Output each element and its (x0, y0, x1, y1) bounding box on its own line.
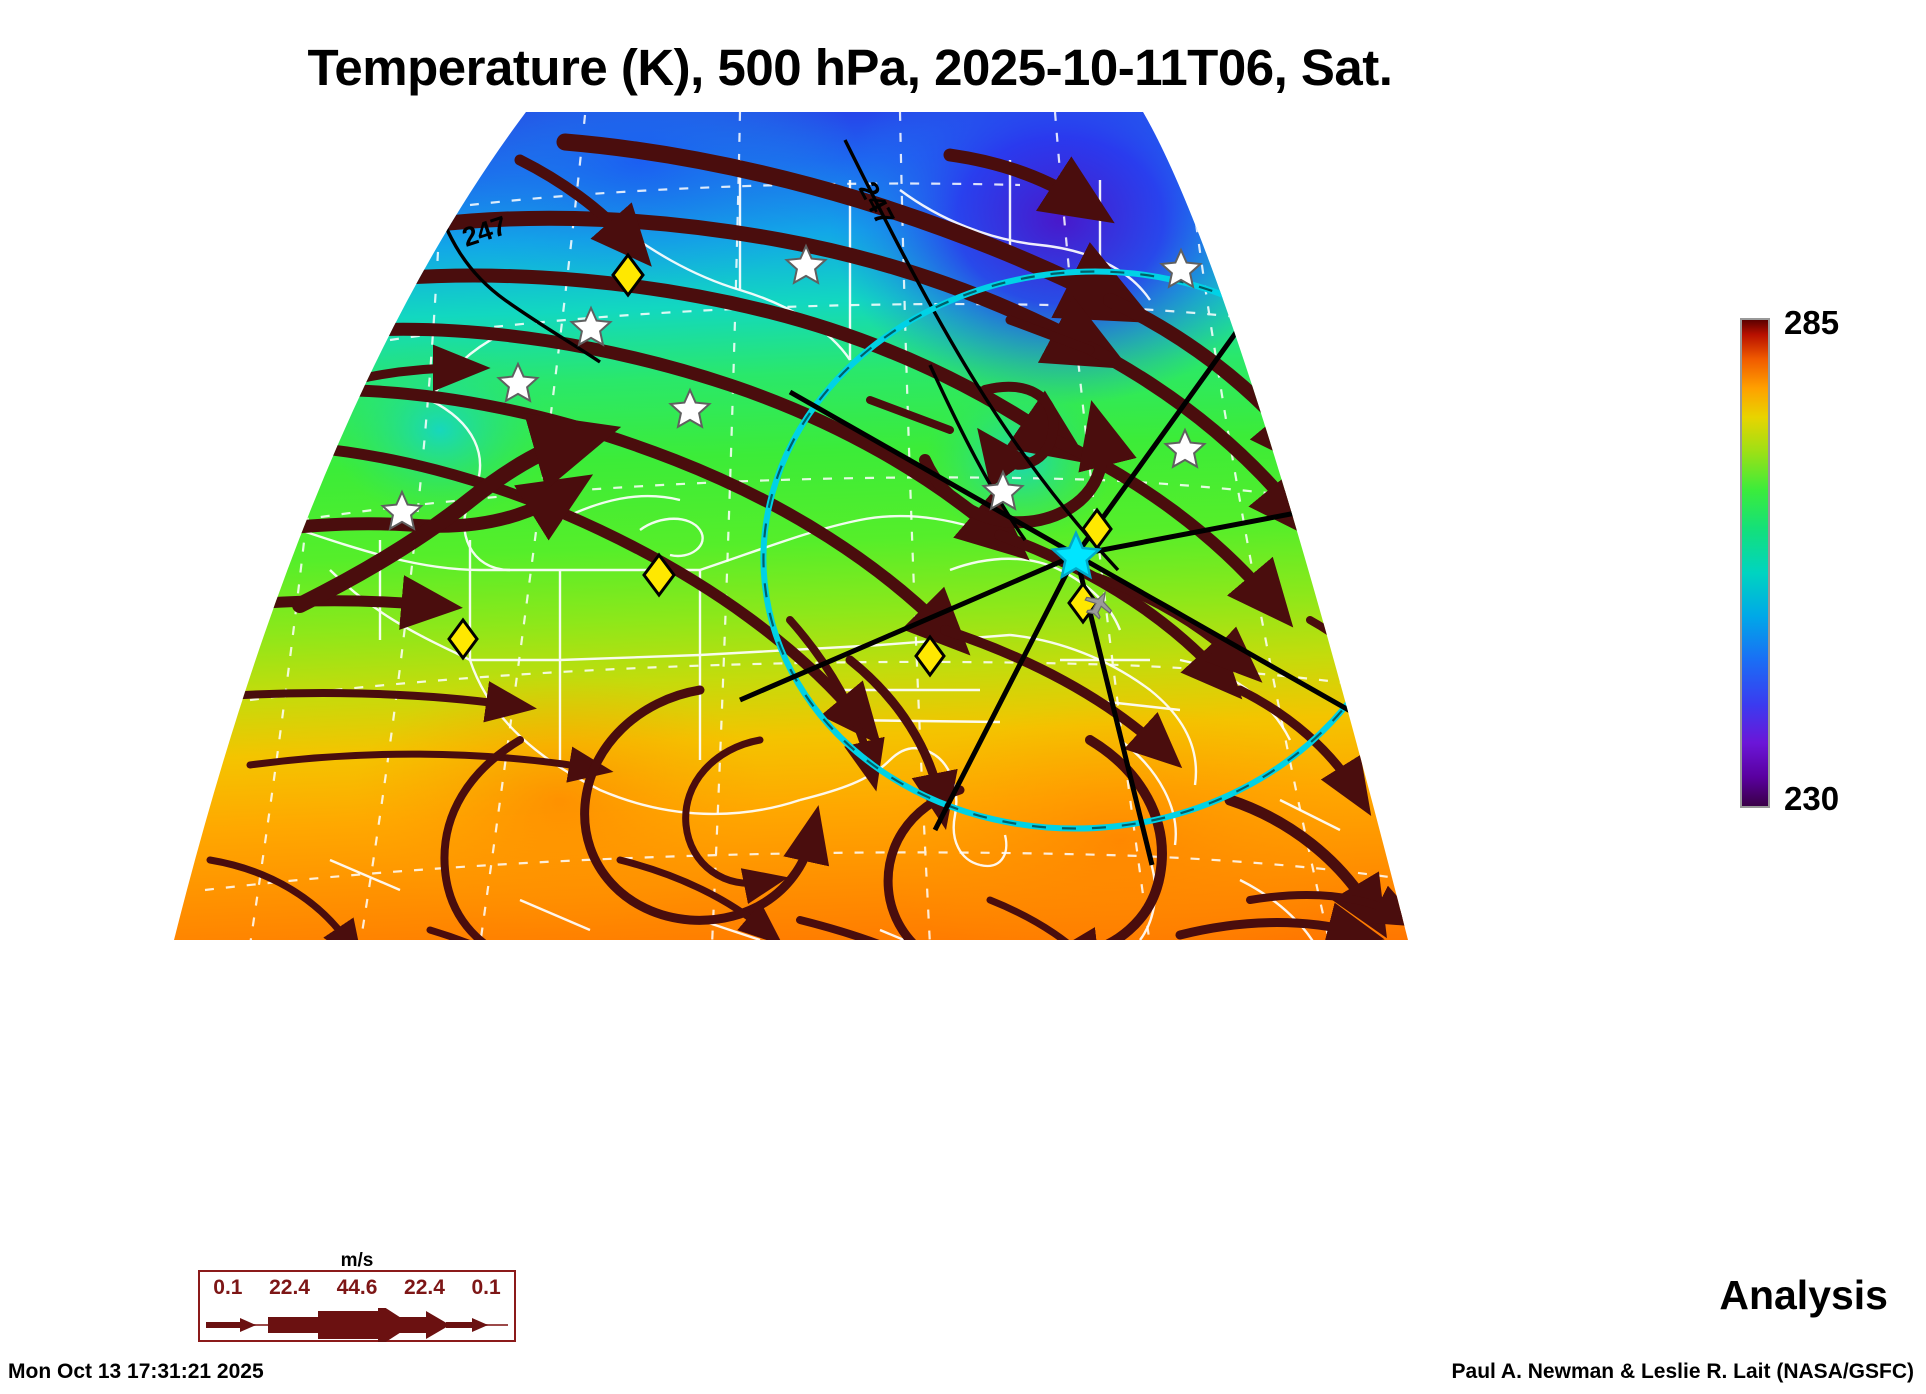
station-star-marker[interactable] (496, 361, 540, 403)
station-star-marker[interactable] (784, 243, 828, 285)
station-star-marker[interactable] (668, 387, 712, 429)
wind-legend-tick: 22.4 (404, 1276, 445, 1299)
warm-blob-southeast (880, 700, 1360, 940)
station-star-marker[interactable] (981, 469, 1025, 511)
colorbar-min-label: 230 (1784, 780, 1840, 817)
station-diamond-marker[interactable] (642, 552, 676, 598)
analysis-label: Analysis (1719, 1272, 1888, 1318)
base-station-star-marker[interactable] (1050, 529, 1102, 580)
render-timestamp: Mon Oct 13 17:31:21 2025 (8, 1360, 264, 1383)
station-diamond-marker[interactable] (447, 617, 479, 661)
page-title: Temperature (K), 500 hPa, 2025-10-11T06,… (307, 39, 1393, 96)
station-star-marker[interactable] (1159, 247, 1203, 289)
station-star-marker[interactable] (1163, 427, 1207, 469)
wind-legend-tick: 22.4 (269, 1276, 310, 1299)
colorbar: 285 230 (1740, 304, 1920, 818)
station-marker-group[interactable] (380, 243, 1207, 678)
wind-legend-arrow-scale (206, 1308, 508, 1342)
wind-legend-tick: 0.1 (213, 1276, 243, 1299)
station-star-marker[interactable] (569, 305, 613, 347)
aircraft-icon (1084, 590, 1113, 620)
colorbar-max-label: 285 (1784, 304, 1840, 341)
station-star-marker[interactable] (380, 489, 424, 531)
station-diamond-marker[interactable] (1081, 507, 1113, 551)
map-field-layer (174, 112, 1408, 940)
wind-speed-legend: m/s 0.1 22.4 44.6 22.4 0.1 (198, 1250, 516, 1342)
author-credit: Paul A. Newman & Leslie R. Lait (NASA/GS… (1451, 1360, 1914, 1383)
wind-legend-units-label: m/s (340, 1250, 374, 1271)
wind-legend-tick: 0.1 (471, 1276, 501, 1299)
map-plot-area[interactable]: 247 247 (0, 100, 1640, 980)
station-diamond-marker[interactable] (611, 252, 645, 298)
warm-blob-southwest (350, 670, 770, 930)
station-diamond-marker[interactable] (914, 634, 946, 678)
wind-legend-tick-labels: 0.1 22.4 44.6 22.4 0.1 (200, 1276, 514, 1300)
wind-legend-tick: 44.6 (336, 1276, 378, 1299)
colorbar-gradient-bar (1740, 318, 1770, 808)
